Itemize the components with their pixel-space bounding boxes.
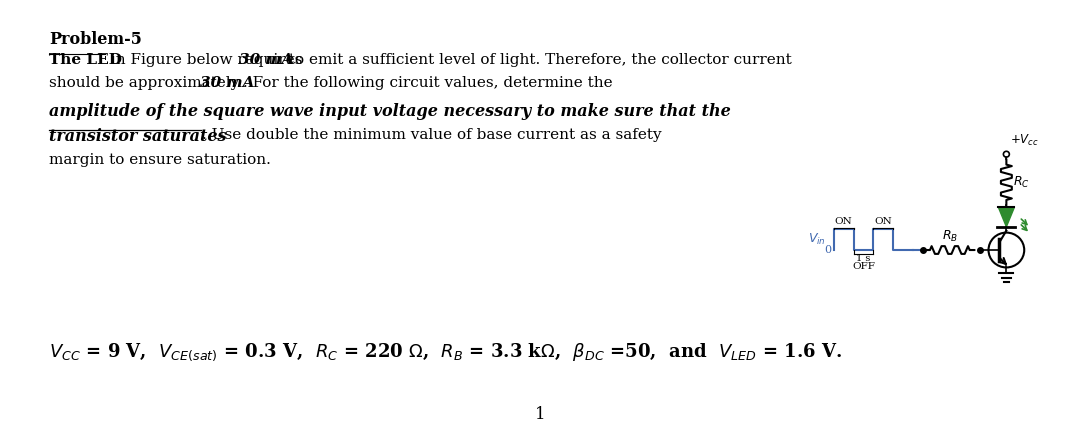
Text: ON: ON (835, 217, 852, 226)
Text: 1: 1 (535, 406, 545, 423)
Text: 30 mA: 30 mA (240, 52, 294, 67)
Text: $+V_{cc}$: $+V_{cc}$ (1011, 133, 1039, 148)
Text: $R_C$: $R_C$ (1013, 175, 1030, 190)
Text: $V_{in}$: $V_{in}$ (808, 232, 826, 247)
Text: OFF: OFF (852, 261, 875, 270)
Text: 0: 0 (825, 245, 832, 255)
Text: The LED: The LED (49, 52, 122, 67)
Text: transistor saturates: transistor saturates (49, 128, 227, 145)
Text: margin to ensure saturation.: margin to ensure saturation. (49, 153, 271, 167)
Text: ON: ON (875, 217, 892, 226)
Text: 30 mA: 30 mA (200, 76, 254, 90)
Text: 1 s: 1 s (856, 254, 870, 263)
Text: in Figure below requires: in Figure below requires (106, 52, 308, 67)
Text: . Use double the minimum value of base current as a safety: . Use double the minimum value of base c… (202, 128, 661, 142)
Text: $R_B$: $R_B$ (942, 229, 958, 244)
Text: . For the following circuit values, determine the: . For the following circuit values, dete… (243, 76, 613, 90)
Text: should be approximately: should be approximately (49, 76, 244, 90)
Text: Problem-5: Problem-5 (49, 31, 141, 48)
Text: amplitude of the square wave input voltage necessary to make sure that the: amplitude of the square wave input volta… (49, 103, 730, 120)
Text: to emit a sufficient level of light. Therefore, the collector current: to emit a sufficient level of light. The… (284, 52, 792, 67)
Text: $\mathit{V_{CC}}$ = 9 V,  $\mathit{V_{CE(sat)}}$ = 0.3 V,  $\mathit{R_C}$ = 220 : $\mathit{V_{CC}}$ = 9 V, $\mathit{V_{CE(… (49, 341, 841, 362)
Polygon shape (998, 207, 1014, 227)
